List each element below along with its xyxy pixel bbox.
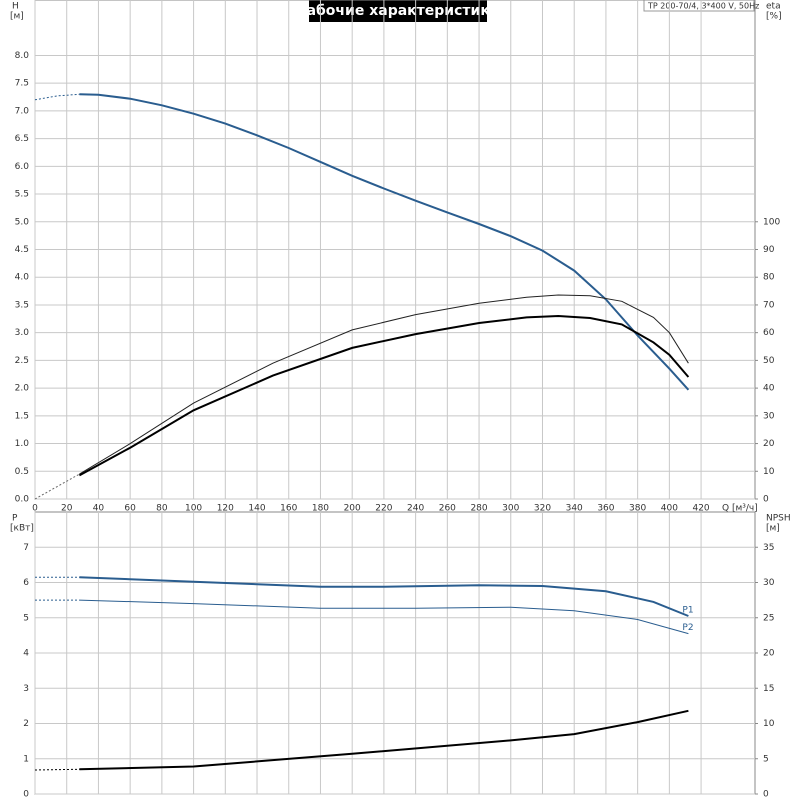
title-box	[309, 0, 487, 22]
model-box	[643, 0, 755, 12]
y2-tick-label: 60	[763, 328, 775, 338]
x-tick-label: 140	[248, 504, 265, 514]
y-label: H	[12, 2, 19, 12]
y-tick-label: 1	[23, 754, 29, 764]
y2-tick-label: 10	[763, 467, 775, 477]
y2-label: eta	[766, 2, 781, 12]
series-label: P1	[682, 605, 693, 615]
y-tick-label: 3	[23, 684, 29, 694]
y2-tick-label: 0	[763, 495, 769, 505]
y-tick-label: 6.5	[15, 134, 29, 144]
series-line	[78, 314, 690, 477]
y-tick-label: 3.5	[15, 300, 29, 310]
y-tick-label: 7.0	[15, 106, 30, 116]
x-tick-label: 100	[185, 504, 202, 514]
series-line	[79, 93, 690, 391]
x-tick-label: 340	[566, 504, 583, 514]
y2-tick-label: 50	[763, 356, 775, 366]
y2-tick-label: 20	[763, 649, 775, 659]
y-unit: [кВт]	[10, 524, 34, 534]
x-tick-label: 400	[661, 504, 678, 514]
y-tick-label: 4	[23, 649, 29, 659]
y-tick-label: 6.0	[15, 162, 30, 172]
y-label: P	[12, 514, 18, 524]
x-tick-label: 260	[439, 504, 456, 514]
y2-tick-label: 25	[763, 613, 774, 623]
y-tick-label: 3.0	[15, 328, 30, 338]
y2-tick-label: 30	[763, 411, 775, 421]
x-tick-label: 420	[692, 504, 709, 514]
y2-tick-label: 30	[763, 578, 775, 588]
y-tick-label: 4.0	[15, 273, 30, 283]
x-tick-label: 320	[534, 504, 551, 514]
y-tick-label: 5	[23, 613, 29, 623]
y2-tick-label: 90	[763, 245, 775, 255]
y-tick-label: 7.5	[15, 79, 29, 89]
x-tick-label: 0	[32, 504, 38, 514]
x-tick-label: 20	[61, 504, 73, 514]
y2-tick-label: 20	[763, 439, 775, 449]
x-tick-label: 180	[312, 504, 329, 514]
series-line	[34, 93, 80, 101]
y2-tick-label: 10	[763, 719, 775, 729]
y-tick-label: 4.5	[15, 245, 29, 255]
y2-tick-label: 5	[763, 754, 769, 764]
y-tick-label: 1.5	[15, 411, 29, 421]
x-tick-label: 120	[217, 504, 234, 514]
x-tick-label: 40	[93, 504, 105, 514]
series-line	[79, 294, 689, 475]
x-tick-label: 200	[344, 504, 361, 514]
x-tick-label: 300	[502, 504, 519, 514]
y-unit: [м]	[10, 12, 24, 22]
y2-tick-label: 15	[763, 684, 774, 694]
x-tick-label: 360	[597, 504, 614, 514]
y-tick-label: 5.5	[15, 190, 29, 200]
y2-tick-label: 40	[763, 384, 775, 394]
y2-tick-label: 70	[763, 300, 775, 310]
series-line	[34, 473, 80, 500]
x-tick-label: 160	[280, 504, 297, 514]
y-tick-label: 2.0	[15, 384, 30, 394]
x-tick-label: 280	[470, 504, 487, 514]
x-tick-label: 380	[629, 504, 646, 514]
series-line	[34, 768, 80, 771]
x-tick-label: 80	[156, 504, 168, 514]
y2-label: NPSH	[766, 514, 791, 524]
y-tick-label: 6	[23, 578, 29, 588]
y-tick-label: 0	[23, 790, 29, 800]
y2-tick-label: 80	[763, 273, 775, 283]
model-label: TP 200-70/4, 3*400 V, 50Hz	[647, 2, 759, 11]
series-line	[79, 599, 689, 635]
y2-tick-label: 35	[763, 543, 774, 553]
y-tick-label: 0.0	[15, 495, 30, 505]
y-tick-label: 2.5	[15, 356, 29, 366]
chart-title: Рабочие характеристики	[296, 3, 499, 19]
series-line	[79, 576, 689, 617]
y2-tick-label: 100	[763, 217, 780, 227]
y-tick-label: 1.0	[15, 439, 30, 449]
y2-unit: [%]	[766, 12, 782, 22]
y-tick-label: 2	[23, 719, 29, 729]
y2-unit: [м]	[766, 524, 780, 534]
x-tick-label: 60	[124, 504, 136, 514]
x-label: Q [м³/ч]	[722, 504, 758, 514]
y2-tick-label: 0	[763, 790, 769, 800]
series-label: P2	[682, 623, 693, 633]
y-tick-label: 0.5	[15, 467, 29, 477]
y-tick-label: 5.0	[15, 217, 30, 227]
x-tick-label: 240	[407, 504, 424, 514]
x-tick-label: 220	[375, 504, 392, 514]
y-tick-label: 7	[23, 543, 29, 553]
series-line	[79, 709, 689, 771]
y-tick-label: 8.0	[15, 51, 30, 61]
